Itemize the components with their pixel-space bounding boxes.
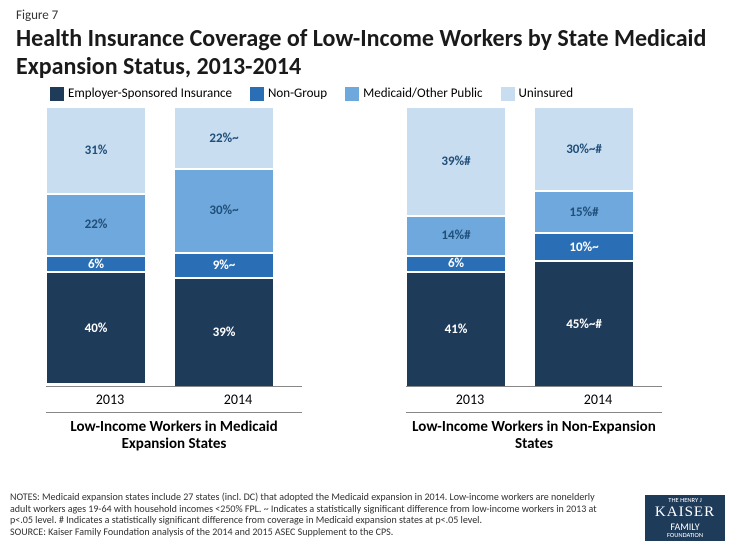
bar-column: 45%~#10%~15%#30%~# [534, 107, 634, 387]
bar-column: 41%6%14%#39%# [406, 107, 506, 387]
bar-segment-esi: 45%~# [534, 261, 634, 387]
stacked-bar: 40%6%22%31% [46, 107, 146, 384]
legend-item: Uninsured [501, 86, 574, 101]
bar-column: 39%9%~30%~22%~ [174, 107, 274, 387]
legend-swatch [250, 87, 264, 101]
bar-segment-nongroup: 9%~ [174, 253, 274, 278]
stacked-bar: 39%9%~30%~22%~ [174, 107, 274, 387]
year-row: 20132014 [46, 386, 302, 413]
year-row: 20132014 [406, 386, 662, 413]
legend-swatch [501, 87, 515, 101]
bar-group: 41%6%14%#39%#45%~#10%~15%#30%~#20132014L… [406, 107, 634, 387]
legend-item: Employer-Sponsored Insurance [50, 86, 232, 101]
bar-segment-uninsured: 39%# [406, 107, 506, 216]
bar-segment-nongroup: 6% [406, 256, 506, 273]
kff-top: THE HENRY J [645, 497, 725, 504]
bar-segment-medicaid: 14%# [406, 216, 506, 255]
group-label: Low-Income Workers in Medicaid Expansion… [46, 419, 302, 454]
bar-segment-nongroup: 6% [46, 256, 146, 273]
plot-area: 40%6%22%31%39%9%~30%~22%~20132014Low-Inc… [16, 107, 716, 387]
bar-segment-uninsured: 30%~# [534, 107, 634, 191]
bar-segment-esi: 39% [174, 278, 274, 387]
notes: NOTES: Medicaid expansion states include… [10, 491, 610, 537]
bar-segment-medicaid: 15%# [534, 191, 634, 233]
stacked-bar: 41%6%14%#39%# [406, 107, 506, 387]
legend-item: Non-Group [250, 86, 327, 101]
bar-segment-esi: 40% [46, 272, 146, 384]
bar-segment-nongroup: 10%~ [534, 233, 634, 261]
bar-segment-esi: 41% [406, 272, 506, 387]
notes-text: NOTES: Medicaid expansion states include… [10, 491, 610, 526]
year-cell: 2014 [174, 387, 302, 413]
figure-label: Figure 7 [0, 0, 735, 23]
bar-segment-medicaid: 22% [46, 194, 146, 256]
stacked-bar: 45%~#10%~15%#30%~# [534, 107, 634, 387]
legend-swatch [345, 87, 359, 101]
legend-label: Medicaid/Other Public [363, 86, 482, 101]
legend-item: Medicaid/Other Public [345, 86, 482, 101]
chart-title: Health Insurance Coverage of Low-Income … [0, 23, 735, 86]
kff-logo: THE HENRY J KAISER FAMILY FOUNDATION [645, 495, 725, 541]
kff-kaiser: KAISER [645, 504, 725, 521]
bar-segment-medicaid: 30%~ [174, 169, 274, 253]
legend: Employer-Sponsored Insurance Non-Group Med… [0, 86, 735, 101]
year-cell: 2014 [534, 387, 662, 413]
source-text: SOURCE: Kaiser Family Foundation analysi… [10, 526, 610, 538]
bar-segment-uninsured: 22%~ [174, 107, 274, 169]
legend-label: Uninsured [519, 86, 574, 101]
year-cell: 2013 [406, 387, 534, 413]
legend-label: Employer-Sponsored Insurance [68, 86, 232, 101]
kff-foundation: FOUNDATION [645, 532, 725, 539]
bar-segment-uninsured: 31% [46, 107, 146, 194]
legend-label: Non-Group [268, 86, 327, 101]
bar-group: 40%6%22%31%39%9%~30%~22%~20132014Low-Inc… [46, 107, 274, 387]
legend-swatch [50, 87, 64, 101]
group-label: Low-Income Workers in Non-Expansion Stat… [406, 419, 662, 454]
year-cell: 2013 [46, 387, 174, 413]
bar-column: 40%6%22%31% [46, 107, 146, 387]
